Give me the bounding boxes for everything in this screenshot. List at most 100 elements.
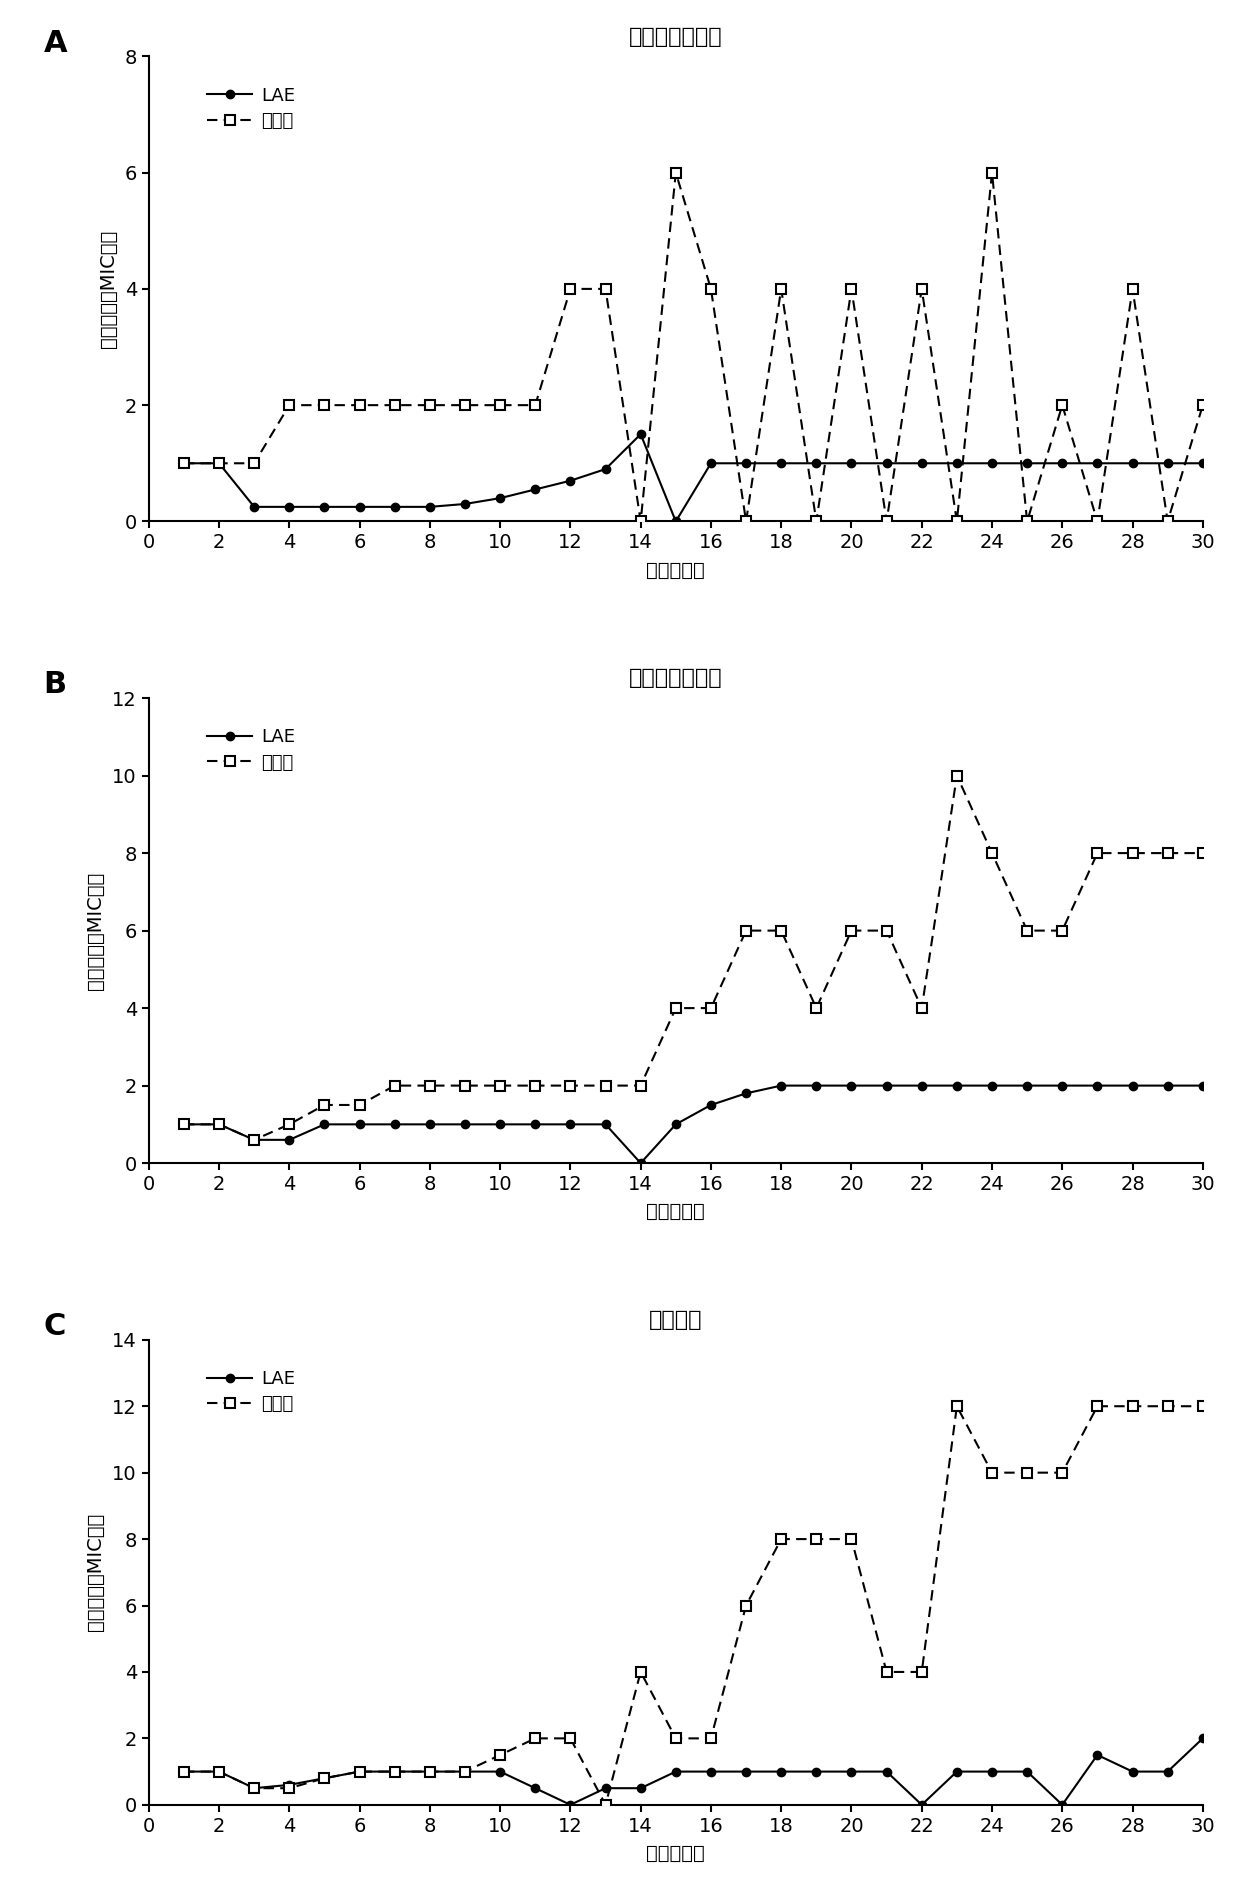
氯霉素 — [844, 278, 859, 301]
X-axis label: 时间（天）: 时间（天） — [646, 1844, 706, 1863]
LAE — [703, 1760, 718, 1782]
氯霉素 — [563, 1728, 578, 1750]
氯霉素 — [387, 395, 402, 417]
氯霉素 — [1055, 395, 1070, 417]
LAE — [985, 1760, 999, 1782]
LAE — [387, 1760, 402, 1782]
氯霉素 — [1161, 1395, 1176, 1418]
氯霉素 — [634, 509, 649, 532]
氯霉素 — [703, 278, 718, 301]
LAE — [492, 1760, 507, 1782]
氯霉素 — [950, 1395, 965, 1418]
LAE — [387, 1113, 402, 1136]
LAE — [563, 470, 578, 493]
LAE — [176, 1113, 191, 1136]
LAE — [1055, 1794, 1070, 1816]
LAE — [1161, 451, 1176, 474]
LAE — [844, 1073, 859, 1096]
氯霉素 — [598, 1794, 613, 1816]
氯霉素 — [458, 1073, 472, 1096]
LAE — [598, 459, 613, 481]
Y-axis label: 相对于初始MIC倍数: 相对于初始MIC倍数 — [87, 1513, 105, 1632]
LAE — [247, 1777, 262, 1799]
氯霉素 — [808, 996, 823, 1019]
氯霉素 — [739, 919, 754, 942]
LAE — [317, 1113, 332, 1136]
氯霉素 — [563, 1073, 578, 1096]
Text: A: A — [43, 28, 67, 58]
Line: LAE: LAE — [180, 431, 1207, 526]
LAE — [352, 496, 367, 519]
氯霉素 — [950, 509, 965, 532]
氯霉素 — [423, 1760, 438, 1782]
Text: C: C — [43, 1312, 66, 1340]
氯霉素 — [739, 1594, 754, 1617]
氯霉素 — [423, 395, 438, 417]
LAE — [739, 1083, 754, 1105]
LAE — [985, 1073, 999, 1096]
LAE — [634, 1777, 649, 1799]
氯霉素 — [281, 395, 296, 417]
氯霉素 — [212, 1760, 227, 1782]
LAE — [1195, 1073, 1210, 1096]
氯霉素 — [528, 1728, 543, 1750]
LAE — [668, 1760, 683, 1782]
LAE — [598, 1777, 613, 1799]
LAE — [634, 423, 649, 446]
LAE — [1019, 451, 1034, 474]
氯霉素 — [176, 1113, 191, 1136]
LAE — [423, 1760, 438, 1782]
氯霉素 — [1090, 842, 1105, 865]
LAE — [352, 1113, 367, 1136]
LAE — [634, 1152, 649, 1175]
氯霉素 — [176, 451, 191, 474]
氯霉素 — [703, 996, 718, 1019]
氯霉素 — [1125, 1395, 1140, 1418]
LAE — [212, 1760, 227, 1782]
氯霉素 — [1055, 919, 1070, 942]
氯霉素 — [844, 919, 859, 942]
氯霉素 — [458, 1760, 472, 1782]
氯霉素 — [176, 1760, 191, 1782]
氯霉素 — [423, 1073, 438, 1096]
氯霉素 — [950, 765, 965, 788]
LAE — [176, 1760, 191, 1782]
氯霉素 — [985, 842, 999, 865]
氯霉素 — [281, 1777, 296, 1799]
LAE — [492, 487, 507, 509]
Title: 金黄色葡萄球菌: 金黄色葡萄球菌 — [629, 667, 723, 688]
氯霉素 — [634, 1660, 649, 1683]
氯霉素 — [1125, 278, 1140, 301]
LAE — [176, 451, 191, 474]
LAE — [528, 1777, 543, 1799]
LAE — [212, 451, 227, 474]
LAE — [668, 1113, 683, 1136]
LAE — [844, 1760, 859, 1782]
LAE — [844, 451, 859, 474]
氯霉素 — [598, 1073, 613, 1096]
LAE — [1195, 451, 1210, 474]
LAE — [352, 1760, 367, 1782]
LAE — [1090, 1073, 1105, 1096]
LAE — [1090, 451, 1105, 474]
氯霉素 — [774, 1528, 789, 1551]
氯霉素 — [528, 1073, 543, 1096]
LAE — [950, 1073, 965, 1096]
LAE — [879, 451, 894, 474]
氯霉素 — [563, 278, 578, 301]
LAE — [423, 1113, 438, 1136]
氯霉素 — [212, 451, 227, 474]
氯霉素 — [528, 395, 543, 417]
氯霉素 — [212, 1113, 227, 1136]
LAE — [1019, 1073, 1034, 1096]
LAE — [808, 1073, 823, 1096]
氯霉素 — [985, 1461, 999, 1483]
LAE — [1019, 1760, 1034, 1782]
X-axis label: 时间（天）: 时间（天） — [646, 1201, 706, 1222]
氯霉素 — [808, 509, 823, 532]
氯霉素 — [247, 1128, 262, 1151]
氯霉素 — [914, 1660, 929, 1683]
氯霉素 — [774, 919, 789, 942]
氯霉素 — [1195, 842, 1210, 865]
氯霉素 — [458, 395, 472, 417]
